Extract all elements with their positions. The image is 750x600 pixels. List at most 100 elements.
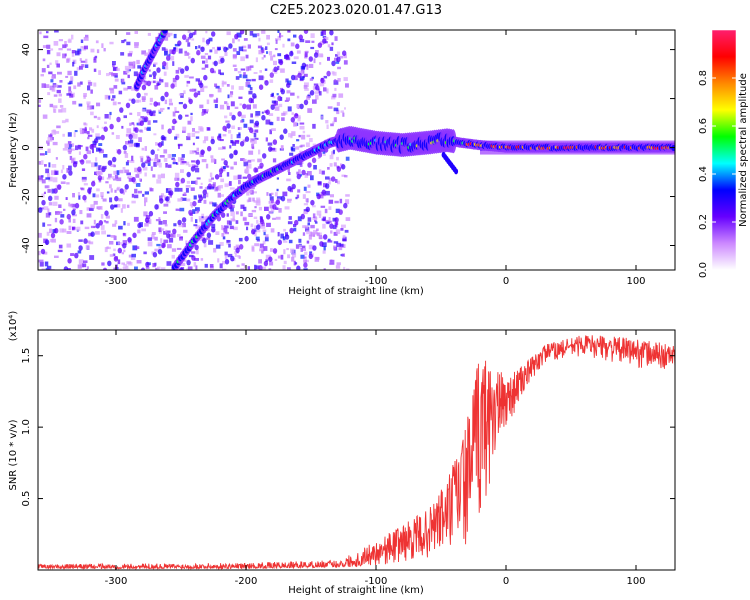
noise-streak-dot [223,160,228,166]
noise-speckle [221,233,225,237]
noise-speckle [223,225,229,229]
noise-speckle [240,268,245,270]
noise-speckle [127,176,130,179]
noise-speckle [72,208,76,211]
noise-speckle [241,49,247,52]
y-tick-label: 20 [21,92,32,105]
noise-speckle [167,244,172,249]
noise-streak-dot [290,74,296,81]
noise-speckle [275,216,281,220]
noise-speckle [68,38,71,43]
noise-speckle [336,109,340,115]
noise-speckle [256,239,260,242]
noise-speckle [277,53,282,57]
noise-speckle [250,223,254,228]
noise-speckle [179,236,183,239]
noise-speckle [71,203,76,208]
noise-speckle [105,220,109,224]
noise-speckle [160,228,165,231]
noise-speckle [254,114,259,118]
noise-speckle [242,74,248,79]
noise-streak-dot [132,232,137,239]
noise-speckle [98,165,102,171]
noise-speckle [153,62,158,65]
noise-speckle [138,178,142,181]
noise-speckle [104,121,107,124]
noise-speckle [231,204,235,209]
noise-speckle [303,73,308,77]
noise-speckle [111,73,115,77]
noise-streak-dot [177,40,182,46]
noise-speckle [222,134,227,137]
noise-speckle [291,256,295,262]
noise-speckle [167,107,170,110]
noise-streak-dot [95,223,100,229]
noise-speckle [232,64,237,67]
noise-speckle [210,266,214,270]
noise-speckle [242,139,246,143]
noise-speckle [155,162,159,166]
noise-speckle [192,88,197,92]
noise-speckle [154,248,157,252]
noise-speckle [304,251,308,256]
noise-speckle [178,208,181,211]
noise-streak-dot [48,195,53,202]
noise-speckle [246,191,250,196]
noise-speckle [283,249,286,255]
noise-speckle [269,129,272,135]
noise-streak-dot [326,70,331,77]
noise-streak-dot [140,267,146,270]
noise-speckle [211,136,214,141]
noise-speckle [185,188,189,193]
noise-speckle [243,123,248,128]
noise-streak-dot [210,138,215,145]
noise-streak-dot [152,251,158,258]
noise-speckle [233,161,237,166]
noise-speckle [224,115,228,119]
noise-speckle [231,125,235,129]
noise-streak-dot [91,181,96,187]
noise-speckle [304,225,309,229]
noise-streak-dot [156,67,161,73]
noise-speckle [292,115,296,120]
noise-streak-dot [303,30,309,34]
noise-speckle [227,253,233,258]
noise-speckle [344,229,349,233]
snr-x-axis-label: Height of straight line (km) [288,585,424,596]
noise-streak-dot [222,125,227,132]
noise-streak-dot [322,38,327,44]
noise-speckle [205,215,209,219]
noise-speckle [46,31,49,34]
noise-speckle [238,46,244,52]
noise-speckle [254,137,259,140]
noise-speckle [204,64,209,68]
noise-speckle [94,162,98,167]
noise-streak-dot [89,144,94,150]
noise-speckle [261,222,265,227]
noise-speckle [327,44,331,48]
noise-speckle [177,198,183,202]
noise-streak-dot [310,199,315,206]
noise-speckle [272,96,276,99]
noise-speckle [328,177,332,182]
noise-speckle [136,99,142,103]
noise-speckle [41,68,46,73]
noise-streak-dot [117,247,123,254]
noise-speckle [248,90,253,95]
noise-speckle [75,145,79,151]
noise-speckle [101,176,105,180]
y-tick-label: 40 [21,43,32,56]
noise-speckle [62,133,65,137]
noise-speckle [265,46,268,50]
noise-speckle [46,231,50,236]
noise-speckle [226,84,230,87]
noise-speckle [172,159,176,163]
noise-speckle [101,195,104,200]
noise-speckle [134,42,139,46]
noise-speckle [143,211,148,217]
noise-speckle [152,263,156,268]
noise-speckle [49,228,52,233]
noise-speckle [87,85,91,91]
noise-speckle [254,264,257,270]
noise-streak-dot [157,142,163,148]
